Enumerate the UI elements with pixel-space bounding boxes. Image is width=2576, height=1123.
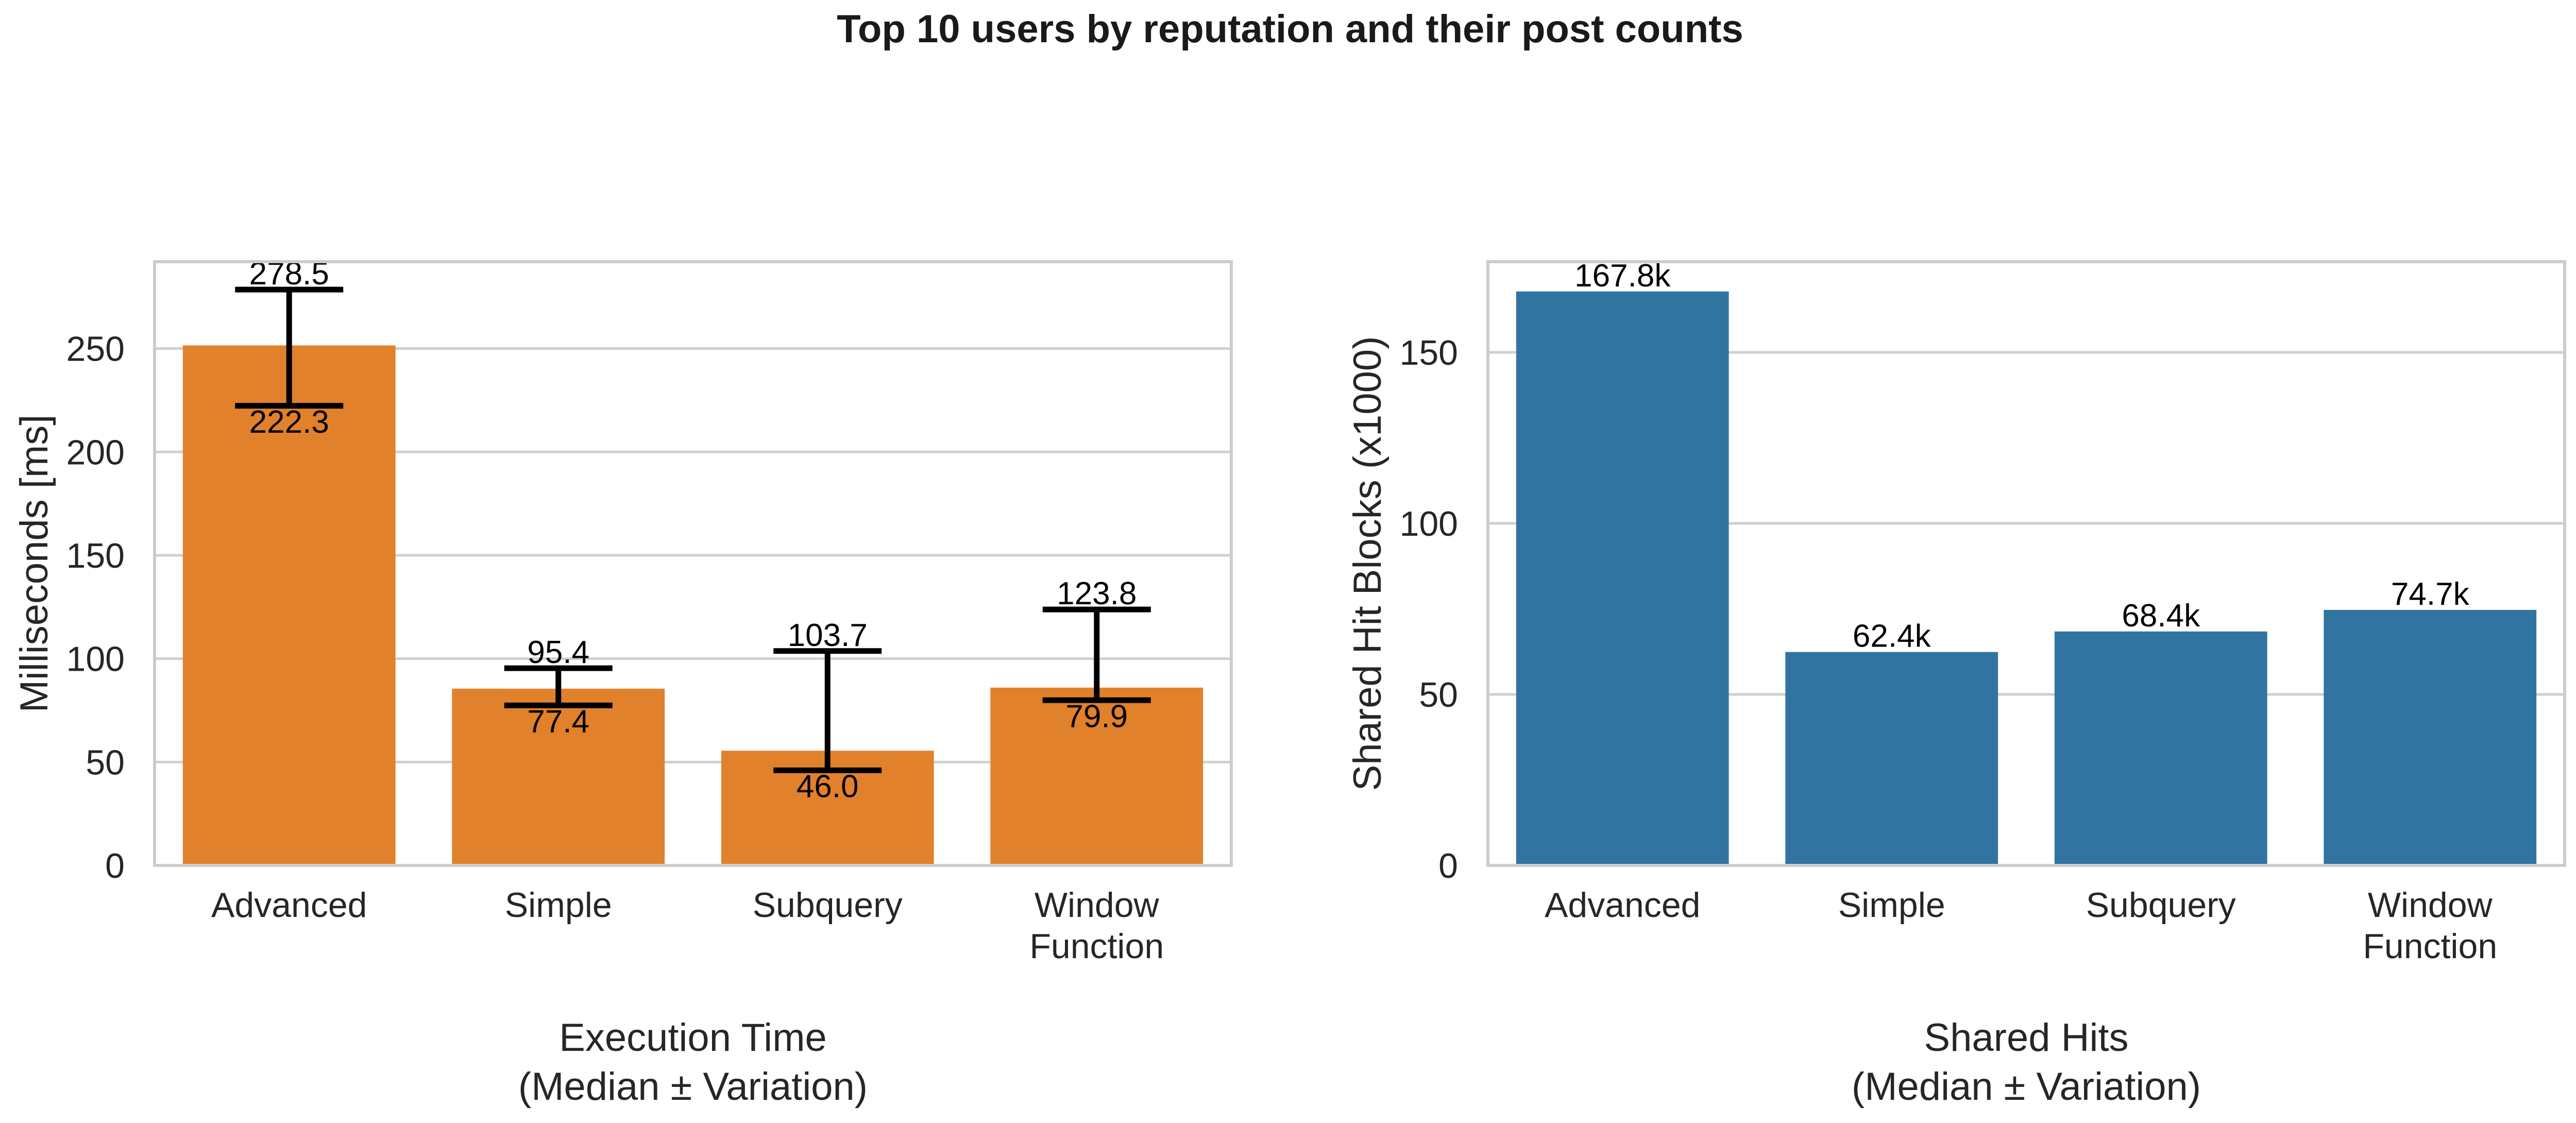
hits-bar-subquery <box>2054 631 2267 865</box>
exec-x-axis-label: (Median ± Variation) <box>518 1065 868 1109</box>
exec-bar-simple <box>452 688 665 865</box>
execution-time-chart: 050100150200250278.5222.395.477.4103.746… <box>12 256 1233 1109</box>
exec-error-low-label: 77.4 <box>527 704 589 739</box>
exec-y-axis-label: Milliseconds [ms] <box>12 415 56 713</box>
exec-error-low-label: 46.0 <box>796 769 859 804</box>
hits-xtick-label: Simple <box>1838 886 1945 925</box>
hits-ytick-label: 0 <box>1438 846 1458 886</box>
hits-value-label: 68.4k <box>2122 598 2200 634</box>
exec-error-high-label: 103.7 <box>788 618 868 653</box>
hits-xtick-label: Advanced <box>1545 886 1700 925</box>
hits-bar-window-function <box>2324 609 2537 865</box>
exec-axes-frame <box>153 260 1233 867</box>
exec-error-high-label: 123.8 <box>1057 576 1137 611</box>
figure-title: Top 10 users by reputation and their pos… <box>837 7 1743 51</box>
hits-value-label: 74.7k <box>2391 576 2470 612</box>
exec-error-high-label: 95.4 <box>527 635 589 670</box>
hits-x-axis-label: (Median ± Variation) <box>1852 1065 2201 1109</box>
hits-value-label: 62.4k <box>1853 619 1931 654</box>
exec-error-low-label: 222.3 <box>249 404 329 440</box>
hits-y-axis-label: Shared Hit Blocks (x1000) <box>1346 336 1389 791</box>
exec-xtick-label: Window <box>1035 886 1160 925</box>
exec-ytick-label: 150 <box>66 536 125 575</box>
exec-ytick-label: 200 <box>66 433 125 472</box>
shared-hits-chart: 0 50 100 150 167.8k 62.4k 68.4k 74.7k Advanced Si… <box>1346 258 2566 1109</box>
exec-x-axis-label: Execution Time <box>559 1016 827 1060</box>
hits-bar-simple <box>1785 652 1998 865</box>
exec-ytick-label: 100 <box>66 640 125 679</box>
exec-xtick-label: Function <box>1029 927 1164 966</box>
hits-ytick-label: 150 <box>1400 333 1458 372</box>
exec-xtick-label: Simple <box>505 886 612 925</box>
hits-xtick-label: Subquery <box>2086 886 2236 925</box>
hits-xtick-label: Function <box>2363 927 2497 966</box>
hits-xtick-label: Window <box>2368 886 2493 925</box>
exec-ytick-label: 0 <box>105 846 125 886</box>
hits-bar-advanced <box>1516 291 1729 865</box>
exec-error-low-label: 79.9 <box>1065 699 1128 734</box>
hits-value-label: 167.8k <box>1574 258 1671 294</box>
hits-ytick-label: 50 <box>1419 675 1458 714</box>
exec-xtick-label: Subquery <box>753 886 903 925</box>
hits-x-axis-label: Shared Hits <box>1924 1016 2128 1060</box>
exec-xtick-label: Advanced <box>211 886 367 925</box>
exec-bar-advanced <box>182 345 396 865</box>
hits-ytick-label: 100 <box>1400 504 1458 543</box>
exec-ytick-label: 250 <box>66 330 125 369</box>
exec-bar-window-function <box>990 687 1204 865</box>
hits-axes-frame <box>1486 260 2566 867</box>
exec-ytick-label: 50 <box>86 743 125 782</box>
